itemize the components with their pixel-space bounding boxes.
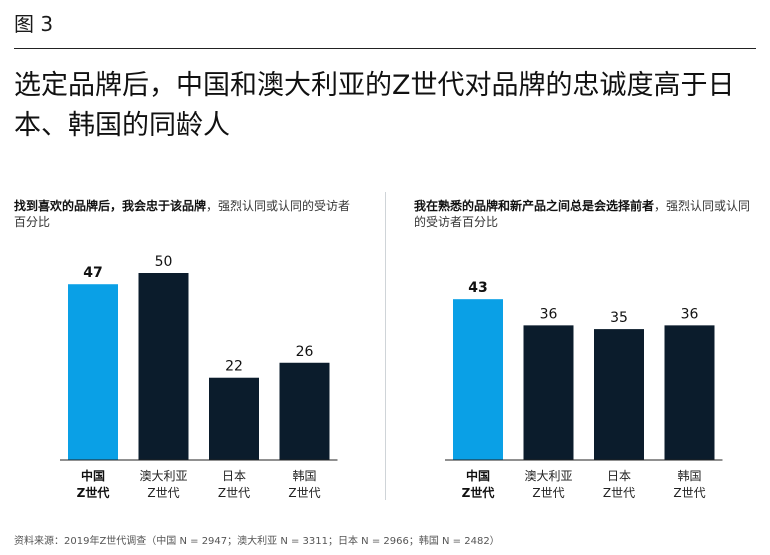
right-category-label-1: 中国 — [466, 468, 490, 483]
right-category-label-4: 韩国 — [677, 468, 701, 483]
left-bar-1 — [68, 284, 118, 460]
top-divider — [14, 48, 756, 49]
panel-divider — [385, 192, 386, 500]
left-category-sublabel-1: Z世代 — [77, 485, 110, 500]
right-category-label-2: 澳大利亚 — [524, 469, 572, 483]
right-category-sublabel-2: Z世代 — [532, 486, 564, 500]
left-bar-2 — [138, 273, 189, 460]
source-note: 资料来源：2019年Z世代调查（中国 N = 2947；澳大利亚 N = 331… — [14, 536, 500, 547]
left-value-label-2: 50 — [155, 254, 173, 270]
right-bar-3 — [594, 329, 644, 460]
right-value-label-1: 43 — [468, 280, 487, 296]
left-bar-3 — [209, 377, 259, 460]
right-subtitle-bold: 我在熟悉的品牌和新产品之间总是会选择前者 — [414, 199, 655, 213]
right-value-label-2: 36 — [540, 306, 558, 322]
left-category-label-4: 韩国 — [292, 468, 316, 483]
left-category-sublabel-2: Z世代 — [147, 486, 179, 500]
right-chart-subtitle: 我在熟悉的品牌和新产品之间总是会选择前者，强烈认同或认同的受访者百分比 — [414, 198, 759, 230]
right-category-sublabel-1: Z世代 — [462, 485, 495, 500]
left-category-label-1: 中国 — [81, 468, 105, 483]
left-bar-chart: 47 中国 Z世代 50 澳大利亚 Z世代 22 日本 Z世代 26 韩国 Z世代 — [60, 254, 338, 500]
left-category-sublabel-4: Z世代 — [288, 486, 320, 500]
right-bar-2 — [523, 325, 574, 460]
left-category-label-2: 澳大利亚 — [139, 469, 187, 483]
right-bar-chart: 43 中国 Z世代 36 澳大利亚 Z世代 35 日本 Z世代 36 韩国 Z世代 — [445, 280, 723, 500]
right-bar-4 — [664, 325, 715, 460]
right-bar-1 — [453, 299, 503, 460]
right-subtitle-rest: ，强烈认同或认同的受访者百分比 — [414, 199, 751, 229]
left-value-label-3: 22 — [225, 359, 243, 375]
figure-label: 图 3 — [14, 12, 54, 36]
left-value-label-1: 47 — [83, 265, 102, 281]
right-category-sublabel-3: Z世代 — [603, 486, 635, 500]
left-category-label-3: 日本 — [222, 469, 246, 483]
chart-headline: 选定品牌后，中国和澳大利亚的Z世代对品牌的忠诚度高于日本、韩国的同龄人 — [14, 70, 735, 141]
left-value-label-4: 26 — [296, 344, 314, 360]
left-subtitle-rest: ，强烈认同或认同的受访者百分比 — [14, 199, 351, 229]
right-category-label-3: 日本 — [607, 469, 631, 483]
left-category-sublabel-3: Z世代 — [218, 486, 250, 500]
left-bar-4 — [279, 362, 330, 460]
left-chart-subtitle: 找到喜欢的品牌后，我会忠于该品牌，强烈认同或认同的受访者百分比 — [14, 198, 359, 230]
right-value-label-4: 36 — [681, 306, 699, 322]
left-subtitle-bold: 找到喜欢的品牌后，我会忠于该品牌 — [14, 199, 207, 213]
right-value-label-3: 35 — [610, 310, 628, 326]
right-category-sublabel-4: Z世代 — [673, 486, 705, 500]
